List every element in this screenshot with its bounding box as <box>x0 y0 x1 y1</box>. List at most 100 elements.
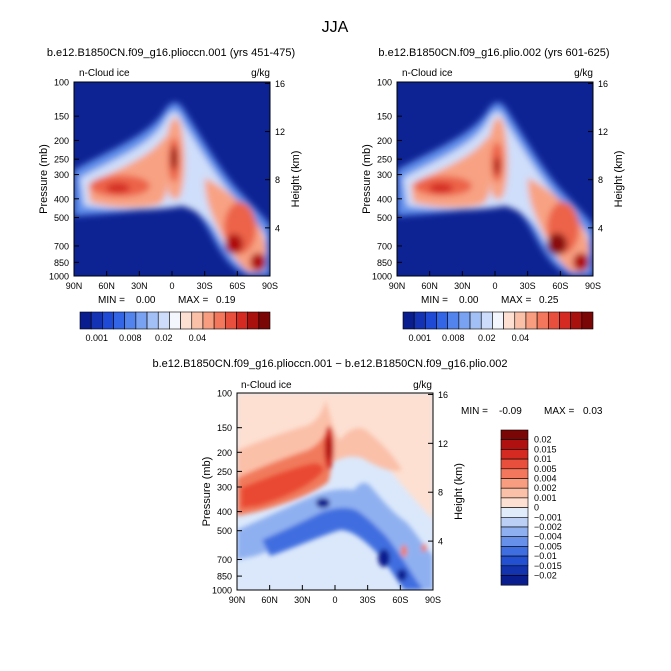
panel-b-max-label: MAX = <box>501 295 531 306</box>
panel-c-pressure-tick-label: 150 <box>217 423 232 433</box>
panel-c-contour-11 <box>397 569 407 581</box>
panel-b-colorbar-box <box>469 311 482 330</box>
panel-b-ylabel-right: Height (km) <box>613 151 625 208</box>
panel-c-ylabel-left: Pressure (mb) <box>201 457 213 527</box>
panel-b-min-value: 0.00 <box>459 295 479 306</box>
panel-c-colorbar-label: 0.01 <box>534 454 552 464</box>
panel-a-field <box>74 82 270 276</box>
panel-a-height-tick-label: 12 <box>275 127 285 137</box>
panel-c-colorbar-label: −0.001 <box>534 512 562 522</box>
panel-b-colorbar-box <box>447 311 460 330</box>
figure-title: JJA <box>322 19 349 36</box>
panel-b-colorbar-box <box>570 311 583 330</box>
panel-b-units: g/kg <box>574 68 593 79</box>
panel-c-units: g/kg <box>413 380 432 391</box>
panel-a-max-label: MAX = <box>178 295 208 306</box>
panel-c-colorbar-box <box>500 555 529 567</box>
panel-c-colorbar-label: −0.01 <box>534 551 557 561</box>
panel-a-contour-11 <box>250 253 266 271</box>
panel-b-lat-tick-label: 30N <box>454 281 471 291</box>
panel-b-colorbar-box <box>525 311 538 330</box>
panel-a-lat-tick-label: 0 <box>169 281 174 291</box>
panel-c-colorbar-label: 0.002 <box>534 483 557 493</box>
panel-b-height-tick-label: 4 <box>598 223 603 233</box>
panel-a-height-tick-label: 4 <box>275 223 280 233</box>
panel-c-colorbar-label: −0.02 <box>534 571 557 581</box>
panel-b-variable: n-Cloud ice <box>402 68 453 79</box>
panel-c: b.e12.B1850CN.f09_g16.plioccn.001 − b.e1… <box>152 358 602 605</box>
panel-a-contour-9 <box>171 146 177 170</box>
panel-c-colorbar-box <box>500 507 529 518</box>
panel-a-pressure-tick-label: 500 <box>54 213 69 223</box>
panel-c-colorbar-box <box>500 565 529 576</box>
panel-b-title: b.e12.B1850CN.f09_g16.plio.002 (yrs 601-… <box>378 47 609 59</box>
panel-b-colorbar-box <box>559 311 571 330</box>
panel-a-colorbar-label: 0.02 <box>155 333 173 343</box>
panel-c-colorbar-label: −0.005 <box>534 541 562 551</box>
panel-b-lat-tick-label: 90N <box>389 281 406 291</box>
panel-b-colorbar: 0.001 0.008 0.02 0.04 <box>402 311 594 343</box>
panel-b-axes: 100 150 200 250 300 400 500 700 850 1000 4 8 12 16 90N… <box>361 78 625 292</box>
panel-b-colorbar-box <box>503 311 516 330</box>
panel-a-ylabel-right: Height (km) <box>290 151 302 208</box>
panel-b-pressure-tick-label: 500 <box>377 213 392 223</box>
panel-c-height-tick-label: 8 <box>438 488 443 498</box>
panel-a-height-tick-label: 16 <box>275 79 285 89</box>
panel-c-colorbar-box <box>500 546 529 557</box>
panel-a-colorbar-box <box>102 311 114 330</box>
panel-c-colorbar-label: −0.015 <box>534 561 562 571</box>
panel-a-pressure-tick-label: 250 <box>54 155 69 165</box>
panel-a-colorbar-box <box>146 311 159 330</box>
panel-a-colorbar-box <box>113 311 126 330</box>
panel-c-contour-9 <box>316 498 330 508</box>
panel-c-colorbar-label: 0.02 <box>534 435 552 445</box>
panel-c-min-value: -0.09 <box>499 406 522 417</box>
panel-b-colorbar-box <box>402 311 415 330</box>
panel-b-lat-tick-label: 90S <box>585 281 601 291</box>
panel-b-contour-11 <box>573 253 589 271</box>
panel-c-pressure-tick-label: 100 <box>217 389 232 399</box>
panel-a-colorbar-box <box>224 311 237 330</box>
panel-c-height-tick-label: 12 <box>438 439 448 449</box>
panel-a-units: g/kg <box>251 68 270 79</box>
panel-c-stats: MIN = -0.09 MAX = 0.03 <box>461 406 603 417</box>
panel-c-pressure-tick-label: 250 <box>217 467 232 477</box>
panel-a-stats: MIN = 0.00 MAX = 0.19 <box>98 295 236 306</box>
panel-c-colorbar-label: 0.004 <box>534 474 557 484</box>
panel-c-lat-tick-label: 60S <box>392 595 408 605</box>
panel-a-colorbar-box <box>202 311 215 330</box>
panel-b-colorbar-label: 0.04 <box>512 333 530 343</box>
panel-c-colorbar-label: 0.015 <box>534 444 557 454</box>
panel-a-colorbar-box <box>79 311 92 330</box>
panel-b-colorbar-box <box>514 311 527 330</box>
panel-b-pressure-tick-label: 250 <box>377 155 392 165</box>
panel-c-pressure-tick-label: 500 <box>217 526 232 536</box>
panel-c-colorbar-box <box>500 439 529 450</box>
panel-b-pressure-tick-label: 700 <box>377 241 392 251</box>
panel-c-colorbar-box <box>500 497 529 508</box>
panel-a-min-value: 0.00 <box>136 295 156 306</box>
panel-a-colorbar-box <box>180 311 193 330</box>
panel-a-colorbar-box <box>247 311 260 330</box>
panel-c-colorbar-box <box>500 536 529 547</box>
panel-a-colorbar-box <box>236 311 248 330</box>
panel-a-colorbar-box <box>90 311 103 330</box>
panel-a-lat-tick-label: 30S <box>197 281 213 291</box>
panel-b-pressure-tick-label: 150 <box>377 112 392 122</box>
panel-a: b.e12.B1850CN.f09_g16.plioccn.001 (yrs 4… <box>38 47 302 343</box>
panel-c-contour-7 <box>237 482 433 590</box>
panel-b-contour-12 <box>429 183 453 193</box>
panel-a-pressure-tick-label: 850 <box>54 258 69 268</box>
panel-c-colorbar-box <box>500 487 529 499</box>
panel-b-min-label: MIN = <box>421 295 448 306</box>
panel-b-colorbar-label: 0.001 <box>408 333 431 343</box>
panel-c-colorbar-box <box>500 429 529 440</box>
panel-a-colorbar: 0.001 0.008 0.02 0.04 <box>79 311 271 343</box>
panel-c-contour-10 <box>378 549 390 567</box>
panel-a-colorbar-box <box>157 311 170 330</box>
panel-c-colorbar-label: 0 <box>534 503 539 513</box>
panel-b-lat-tick-label: 0 <box>492 281 497 291</box>
panel-a-pressure-tick-label: 1000 <box>49 272 69 282</box>
panel-c-field <box>237 393 433 590</box>
panel-c-colorbar-label: −0.002 <box>534 522 562 532</box>
